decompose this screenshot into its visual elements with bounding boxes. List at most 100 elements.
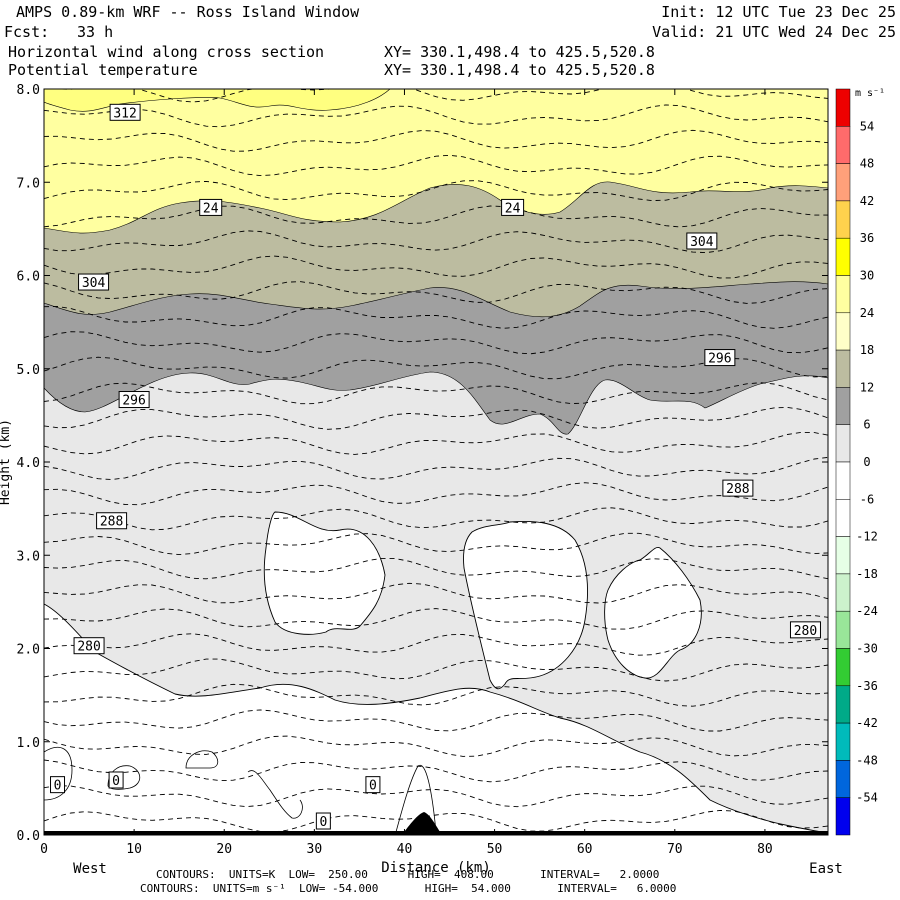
colorbar-level: -54 bbox=[856, 791, 878, 805]
isentrope-line bbox=[44, 557, 828, 580]
contour-label-box bbox=[50, 776, 66, 794]
contour-label: 288 bbox=[726, 482, 749, 497]
x-tick-label: 10 bbox=[126, 842, 142, 857]
colorbar-level: -42 bbox=[856, 716, 878, 730]
fcst-value: 33 h bbox=[77, 23, 114, 41]
colorbar-level: 30 bbox=[860, 269, 874, 283]
contour-label: 0 bbox=[369, 779, 377, 794]
wind-band-0-6 bbox=[44, 603, 828, 835]
contour-label-box bbox=[96, 512, 128, 530]
y-tick-label: 4.0 bbox=[17, 456, 40, 471]
contour-label-box bbox=[686, 232, 718, 250]
y-tick-label: 5.0 bbox=[17, 363, 40, 378]
x-tick-label: 20 bbox=[216, 842, 232, 857]
colorbar-level: 18 bbox=[860, 343, 874, 357]
isentrope-line bbox=[44, 205, 828, 228]
wind-band-top-lobe bbox=[44, 89, 391, 112]
wind-contour-small bbox=[107, 765, 141, 790]
x-tick-label: 0 bbox=[40, 842, 48, 857]
isentrope-line bbox=[44, 658, 828, 682]
terrain-ground bbox=[44, 831, 828, 835]
colorbar-level: 36 bbox=[860, 231, 874, 245]
isentrope-line bbox=[44, 230, 828, 254]
colorbar-swatch bbox=[835, 610, 851, 649]
contour-label-box bbox=[73, 637, 105, 655]
isentrope-line bbox=[44, 759, 828, 783]
east-label: East bbox=[809, 861, 843, 877]
colorbar-units: m s⁻¹ bbox=[855, 88, 885, 99]
contour-label-box bbox=[315, 812, 331, 830]
contour-label: 296 bbox=[122, 394, 145, 409]
colorbar: 54 48 42 36 30 24 18 12 6 0 -6 -12 -18 -24 -30 -36 -42 -4… bbox=[835, 88, 885, 836]
contour-label-box bbox=[722, 479, 754, 497]
colorbar-swatch bbox=[835, 797, 851, 836]
isentrope-line bbox=[44, 406, 828, 430]
colorbar-swatch bbox=[835, 237, 851, 276]
isentrope-line bbox=[44, 431, 828, 455]
isentrope-line bbox=[44, 608, 828, 630]
contour-label-box bbox=[118, 391, 150, 409]
x-tick-label: 70 bbox=[667, 842, 683, 857]
chart-title: AMPS 0.89-km WRF -- Ross Island Window bbox=[16, 3, 360, 21]
x-tick-label: 30 bbox=[307, 842, 323, 857]
colorbar-swatch bbox=[835, 573, 851, 612]
isentrope-line bbox=[44, 104, 828, 128]
contour-label: 312 bbox=[113, 106, 136, 121]
isentrope-line bbox=[44, 356, 828, 380]
footer-wind-contours: CONTOURS: UNITS=m s⁻¹ LOW= -54.000 HIGH=… bbox=[140, 882, 677, 895]
y-axis-label: Height (km) bbox=[0, 419, 13, 505]
isentrope-line bbox=[44, 180, 828, 202]
contour-label-box bbox=[108, 771, 124, 789]
isentrope-line bbox=[44, 785, 828, 808]
colorbar-level: -24 bbox=[856, 604, 878, 618]
contour-label: 304 bbox=[690, 235, 714, 250]
fcst-label: Fcst: bbox=[4, 23, 50, 41]
contour-label-box bbox=[704, 349, 736, 367]
terrain-bump bbox=[402, 812, 442, 835]
west-label: West bbox=[73, 861, 107, 877]
colorbar-swatch bbox=[835, 648, 851, 687]
isentrope-line bbox=[44, 735, 828, 757]
y-tick-label: 0.0 bbox=[17, 829, 40, 844]
x-tick-label: 80 bbox=[757, 842, 773, 857]
colorbar-swatch bbox=[835, 722, 851, 761]
contour-label: 296 bbox=[708, 352, 731, 367]
isentrope-line bbox=[44, 331, 828, 355]
y-tick-label: 8.0 bbox=[17, 83, 40, 98]
contour-label: 0 bbox=[319, 815, 327, 830]
footer-theta-contours: CONTOURS: UNITS=K LOW= 250.00 HIGH= 408.… bbox=[156, 868, 660, 881]
isentrope-line bbox=[53, 89, 828, 103]
xy-wind: XY= 330.1,498.4 to 425.5,520.8 bbox=[384, 43, 655, 61]
colorbar-swatch bbox=[835, 163, 851, 202]
colorbar-level: -12 bbox=[856, 530, 878, 544]
isentropes bbox=[44, 89, 828, 833]
colorbar-swatch bbox=[835, 685, 851, 724]
wind-contour-small bbox=[247, 770, 303, 819]
colorbar-level: -18 bbox=[856, 567, 878, 581]
contour-label-box bbox=[501, 198, 525, 216]
x-tick-label: 60 bbox=[577, 842, 593, 857]
isentrope-line bbox=[44, 507, 828, 531]
colorbar-swatch bbox=[835, 424, 851, 463]
isentrope-line bbox=[44, 382, 828, 405]
isentrope-line bbox=[44, 482, 828, 506]
contour-label-box bbox=[78, 273, 110, 291]
colorbar-swatch bbox=[835, 461, 851, 500]
isentrope-line bbox=[44, 281, 828, 304]
contour-label-box bbox=[365, 776, 381, 794]
axes: 0 10 20 30 40 50 60 70 800.01.02.03.04.05.06.07.… bbox=[0, 83, 843, 877]
colorbar-level: -30 bbox=[856, 642, 878, 656]
y-tick-label: 1.0 bbox=[17, 736, 40, 751]
isentrope-line bbox=[44, 255, 828, 279]
wind-pocket-1 bbox=[263, 511, 386, 635]
contour-label: 0 bbox=[54, 779, 62, 794]
colorbar-swatch bbox=[835, 88, 851, 127]
colorbar-level: 24 bbox=[860, 306, 874, 320]
colorbar-swatch bbox=[835, 200, 851, 239]
x-tick-label: 40 bbox=[397, 842, 413, 857]
init-time: Init: 12 UTC Tue 23 Dec 25 bbox=[661, 3, 896, 21]
wind-contour-small bbox=[44, 747, 73, 801]
colorbar-swatch bbox=[835, 387, 851, 425]
contour-label: 280 bbox=[77, 640, 100, 655]
